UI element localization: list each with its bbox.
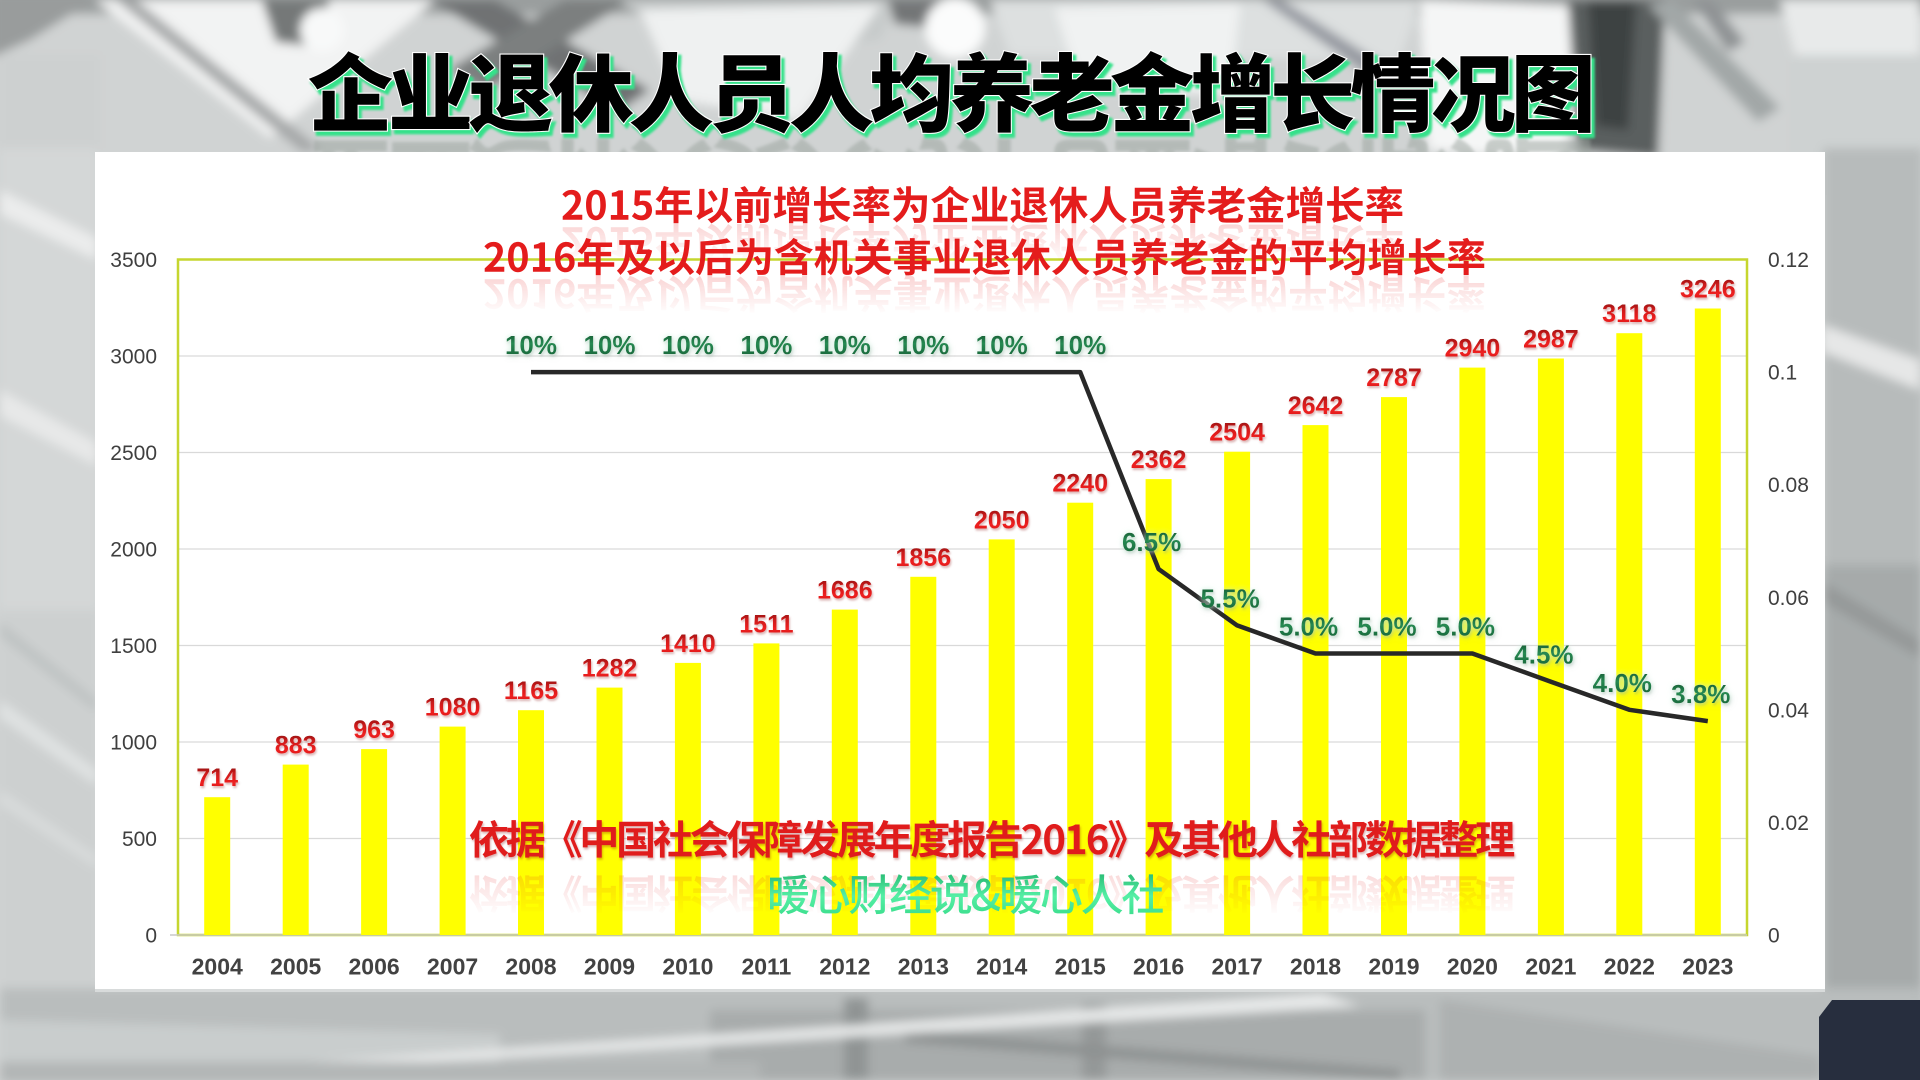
svg-text:2642: 2642 xyxy=(1288,392,1344,420)
svg-text:6.5%: 6.5% xyxy=(1122,527,1181,557)
svg-text:5.0%: 5.0% xyxy=(1436,612,1495,642)
svg-text:10%: 10% xyxy=(583,330,635,360)
svg-text:5.5%: 5.5% xyxy=(1200,583,1259,613)
svg-text:2009: 2009 xyxy=(584,954,635,980)
svg-text:2050: 2050 xyxy=(974,506,1030,534)
svg-text:1080: 1080 xyxy=(425,694,481,722)
svg-text:0: 0 xyxy=(145,925,157,948)
svg-text:2017: 2017 xyxy=(1212,954,1263,980)
svg-text:10%: 10% xyxy=(976,330,1028,360)
svg-text:2504: 2504 xyxy=(1209,419,1265,447)
svg-text:2018: 2018 xyxy=(1290,954,1341,980)
svg-text:2013: 2013 xyxy=(898,954,949,980)
svg-text:2011: 2011 xyxy=(741,954,791,980)
svg-text:4.5%: 4.5% xyxy=(1514,640,1573,670)
svg-text:2016: 2016 xyxy=(1133,954,1184,980)
svg-text:1686: 1686 xyxy=(817,577,873,605)
svg-text:2007: 2007 xyxy=(427,954,478,980)
svg-text:2014: 2014 xyxy=(976,954,1027,980)
svg-text:2021: 2021 xyxy=(1525,954,1576,980)
svg-text:2500: 2500 xyxy=(110,442,157,465)
svg-text:10%: 10% xyxy=(740,330,792,360)
svg-text:10%: 10% xyxy=(819,330,871,360)
svg-text:3000: 3000 xyxy=(110,346,157,369)
svg-text:5.0%: 5.0% xyxy=(1357,612,1416,642)
svg-text:2004: 2004 xyxy=(192,954,243,980)
svg-text:0: 0 xyxy=(1768,925,1780,948)
svg-text:1000: 1000 xyxy=(110,732,157,755)
svg-text:2015: 2015 xyxy=(1055,954,1106,980)
svg-text:3246: 3246 xyxy=(1680,276,1736,304)
svg-text:10%: 10% xyxy=(1054,330,1106,360)
svg-text:2020: 2020 xyxy=(1447,954,1498,980)
svg-text:1500: 1500 xyxy=(110,635,157,658)
svg-text:4.0%: 4.0% xyxy=(1593,668,1652,698)
svg-text:714: 714 xyxy=(196,764,238,792)
svg-text:3.8%: 3.8% xyxy=(1671,679,1730,709)
svg-text:2010: 2010 xyxy=(662,954,713,980)
svg-text:963: 963 xyxy=(353,716,395,744)
svg-text:1856: 1856 xyxy=(895,544,951,572)
svg-text:3500: 3500 xyxy=(110,249,157,272)
svg-text:2023: 2023 xyxy=(1682,954,1733,980)
svg-text:2006: 2006 xyxy=(349,954,400,980)
svg-text:1410: 1410 xyxy=(660,630,716,658)
svg-text:1165: 1165 xyxy=(504,677,558,705)
svg-text:2012: 2012 xyxy=(819,954,870,980)
svg-text:2022: 2022 xyxy=(1604,954,1655,980)
svg-text:0.1: 0.1 xyxy=(1768,362,1797,385)
svg-text:0.04: 0.04 xyxy=(1768,699,1809,722)
svg-text:2000: 2000 xyxy=(110,539,157,562)
svg-text:2362: 2362 xyxy=(1131,446,1187,474)
svg-text:2005: 2005 xyxy=(270,954,321,980)
svg-text:5.0%: 5.0% xyxy=(1279,612,1338,642)
svg-text:10%: 10% xyxy=(505,330,557,360)
svg-text:2940: 2940 xyxy=(1445,335,1501,363)
svg-text:0.02: 0.02 xyxy=(1768,812,1809,835)
svg-text:10%: 10% xyxy=(897,330,949,360)
svg-text:2240: 2240 xyxy=(1052,470,1108,498)
svg-text:1282: 1282 xyxy=(582,655,638,683)
svg-text:0.08: 0.08 xyxy=(1768,474,1809,497)
svg-text:0.06: 0.06 xyxy=(1768,587,1809,610)
svg-text:500: 500 xyxy=(122,828,157,851)
svg-text:3118: 3118 xyxy=(1602,300,1656,328)
svg-text:1511: 1511 xyxy=(739,610,793,638)
svg-text:2787: 2787 xyxy=(1366,364,1422,392)
svg-text:883: 883 xyxy=(275,732,317,760)
svg-text:10%: 10% xyxy=(662,330,714,360)
svg-text:2019: 2019 xyxy=(1368,954,1419,980)
svg-text:2008: 2008 xyxy=(505,954,556,980)
svg-text:2987: 2987 xyxy=(1523,326,1579,354)
svg-text:0.12: 0.12 xyxy=(1768,249,1809,272)
